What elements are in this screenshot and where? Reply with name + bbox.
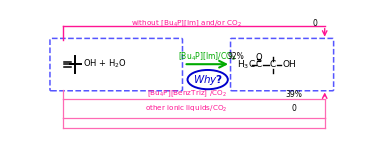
Text: without [Bu$_4$P][Im] and/or CO$_2$: without [Bu$_4$P][Im] and/or CO$_2$ [131,18,242,29]
FancyBboxPatch shape [231,38,334,91]
Text: 92%: 92% [227,52,244,61]
Text: 39%: 39% [285,90,302,99]
Ellipse shape [187,70,228,89]
Text: H$_3$C: H$_3$C [237,59,256,71]
Text: [Bu$_4$P][BenzTriz] /CO$_2$: [Bu$_4$P][BenzTriz] /CO$_2$ [147,89,227,99]
Text: 0: 0 [312,19,317,28]
Text: C: C [256,60,262,69]
Text: [Bu$_4$P][Im]/CO$_2$: [Bu$_4$P][Im]/CO$_2$ [178,50,237,63]
Text: 0: 0 [291,104,296,113]
Text: OH + H$_2$O: OH + H$_2$O [83,57,127,70]
Text: C: C [270,60,276,69]
Text: other ionic liquids/CO$_2$: other ionic liquids/CO$_2$ [146,104,228,114]
Text: OH: OH [282,60,296,69]
Text: O: O [256,53,262,62]
FancyBboxPatch shape [50,38,183,91]
Text: $\mathit{Why}$?: $\mathit{Why}$? [192,73,223,87]
